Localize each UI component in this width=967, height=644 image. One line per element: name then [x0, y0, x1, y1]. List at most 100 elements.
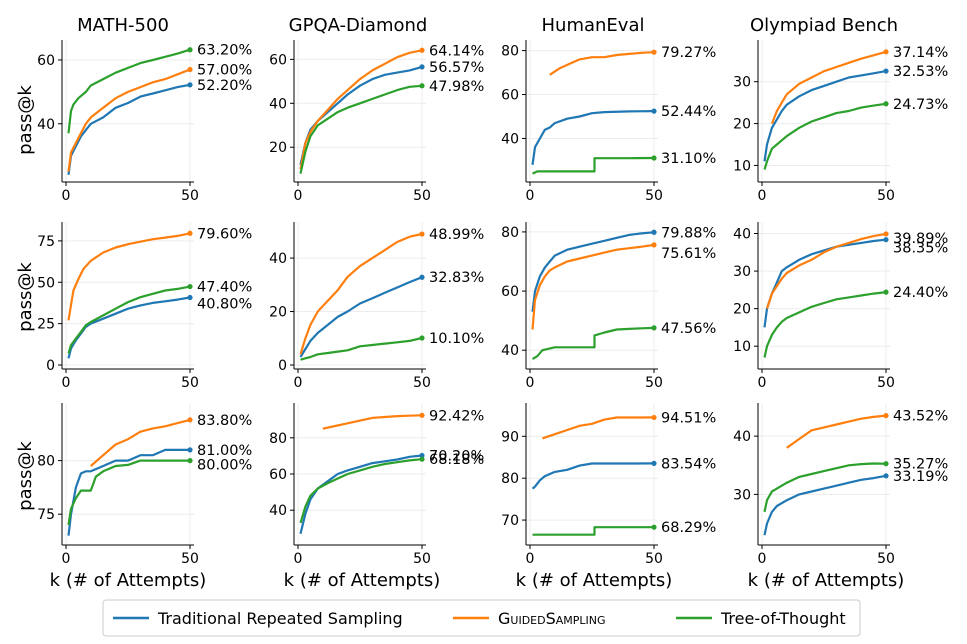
panel-r2-c3: 40 60 80 0 50 79.88% 75.61% 47.56% [501, 222, 716, 391]
series-line-guided [549, 51, 655, 76]
y-tick-label: 0 [278, 358, 287, 374]
series-endpoint-traditional [883, 237, 889, 243]
series-line-tot [299, 84, 423, 174]
series-line-guided [67, 232, 191, 321]
series-endpoint-guided [651, 242, 657, 248]
y-tick-label: 20 [733, 302, 751, 318]
series-endpoint-traditional [187, 82, 193, 88]
end-value-label-tot: 47.56% [661, 321, 716, 337]
series-endpoint-traditional [419, 274, 425, 280]
series-line-guided [786, 414, 887, 449]
x-tick-label: 50 [181, 188, 199, 204]
x-tick-label: 0 [758, 551, 767, 567]
end-value-label-tot: 47.98% [429, 79, 484, 95]
end-value-label-traditional: 56.57% [429, 60, 484, 76]
end-value-label-tot: 24.73% [893, 97, 948, 113]
y-tick-label: 75 [37, 234, 55, 250]
end-value-label-traditional: 38.35% [893, 241, 948, 257]
y-tick-label: 10 [733, 339, 751, 355]
series-endpoint-tot [651, 155, 657, 161]
series-line-traditional [299, 276, 423, 358]
series-line-tot [531, 326, 655, 361]
series-endpoint-traditional [187, 294, 193, 301]
end-value-label-tot: 31.10% [661, 151, 716, 167]
end-value-label-guided: 37.14% [893, 45, 948, 61]
series-line-tot [67, 48, 191, 134]
series-endpoint-guided [651, 49, 657, 55]
x-tick-label: 50 [181, 551, 199, 567]
end-value-label-tot: 35.27% [893, 457, 948, 473]
y-tick-label: 60 [269, 467, 287, 483]
y-tick-label: 40 [269, 251, 287, 267]
series-endpoint-tot [419, 83, 425, 89]
series-endpoint-tot [883, 461, 889, 467]
end-value-label-traditional: 32.83% [429, 270, 484, 286]
y-tick-label: 25 [37, 317, 55, 333]
ylabel-row-2: pass@k [15, 262, 36, 332]
x-tick-label: 50 [877, 188, 895, 204]
x-tick-label: 50 [413, 375, 431, 391]
end-value-label-guided: 79.27% [661, 45, 716, 61]
x-tick-label: 0 [294, 375, 303, 391]
series-line-tot [67, 459, 190, 526]
legend-label-traditional: Traditional Repeated Sampling [157, 609, 403, 628]
x-tick-label: 0 [62, 375, 71, 391]
end-value-label-traditional: 79.88% [661, 225, 716, 241]
y-tick-label: 20 [733, 117, 751, 133]
series-line-tot [763, 102, 887, 170]
panel-r2-c2: 0 20 40 0 50 32.83% 48.99% 10.10% [269, 222, 484, 391]
end-value-label-tot: 68.18% [429, 452, 484, 468]
series-endpoint-tot [187, 47, 193, 53]
x-tick-label: 50 [877, 375, 895, 391]
y-tick-label: 40 [269, 96, 287, 112]
title-math-500: MATH-500 [77, 15, 169, 36]
end-value-label-traditional: 81.00% [197, 443, 252, 459]
series-line-traditional [67, 83, 191, 175]
y-tick-label: 10 [733, 158, 751, 174]
panel-r1-c3: 40 60 80 0 50 52.44% 79.27% 31.10% [501, 40, 716, 204]
y-tick-label: 40 [501, 343, 519, 359]
panel-r1-c1: 40 60 0 50 52.20%57.00% 63.20% [37, 40, 252, 204]
x-tick-label: 0 [62, 188, 71, 204]
series-line-traditional [531, 462, 655, 490]
title-humaneval: HumanEval [542, 15, 645, 36]
series-endpoint-tot [883, 289, 889, 295]
series-line-guided [542, 416, 655, 440]
y-tick-label: 50 [37, 275, 55, 291]
x-tick-label: 50 [413, 188, 431, 204]
y-tick-label: 80 [501, 44, 519, 60]
series-line-traditional [531, 231, 655, 312]
panel-r1-c2: 20 40 60 0 50 56.57%64.14% 47.98% [269, 40, 484, 204]
series-line-tot [300, 336, 423, 361]
y-tick-label: 70 [501, 513, 519, 529]
end-value-label-guided: 75.61% [661, 246, 716, 262]
end-value-label-guided: 92.42% [429, 408, 484, 424]
series-line-traditional [299, 454, 423, 535]
y-tick-label: 0 [46, 358, 55, 374]
series-endpoint-traditional [651, 229, 657, 235]
series-endpoint-tot [883, 101, 889, 107]
xlabel-col-1: k (# of Attempts) [50, 570, 207, 591]
y-tick-label: 80 [501, 225, 519, 241]
y-tick-label: 30 [733, 264, 751, 280]
x-tick-label: 0 [62, 551, 71, 567]
series-line-guided [531, 243, 655, 330]
x-tick-label: 50 [877, 551, 895, 567]
series-endpoint-tot [651, 325, 657, 331]
end-value-label-guided: 83.80% [197, 413, 252, 429]
series-line-traditional [763, 474, 887, 536]
x-tick-label: 50 [181, 375, 199, 391]
panel-r3-c4: 30 40 0 50 33.19% 43.52% 35.27% [733, 403, 948, 567]
end-value-label-traditional: 83.54% [661, 456, 716, 472]
x-tick-label: 0 [294, 551, 303, 567]
x-tick-label: 0 [526, 188, 535, 204]
end-value-label-tot: 68.29% [661, 520, 716, 536]
end-value-label-tot: 80.00% [197, 458, 252, 474]
series-line-guided [299, 232, 423, 355]
y-tick-label: 90 [501, 429, 519, 445]
series-endpoint-guided [187, 230, 193, 236]
x-tick-label: 50 [413, 551, 431, 567]
y-tick-label: 60 [37, 53, 55, 69]
series-line-guided [765, 232, 887, 309]
y-tick-label: 20 [269, 305, 287, 321]
